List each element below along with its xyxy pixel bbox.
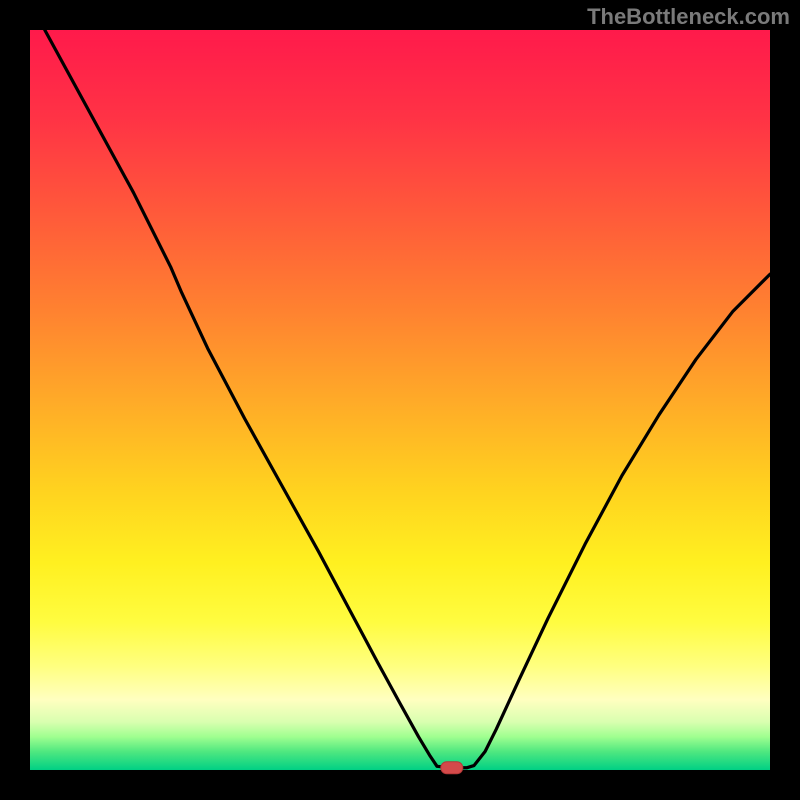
chart-container: TheBottleneck.com — [0, 0, 800, 800]
plot-area — [30, 30, 770, 770]
bottleneck-chart — [0, 0, 800, 800]
optimum-marker — [441, 762, 463, 774]
watermark-text: TheBottleneck.com — [587, 4, 790, 30]
